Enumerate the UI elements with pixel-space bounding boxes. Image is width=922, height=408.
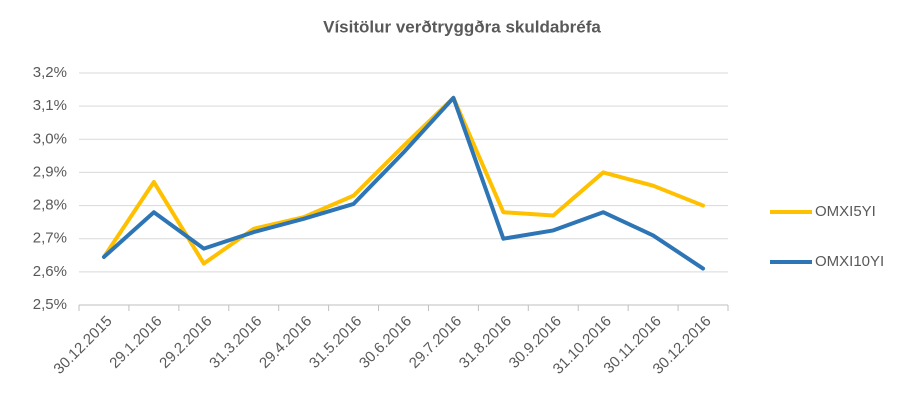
- x-tick-label: 29.4.2016: [256, 313, 315, 372]
- x-tick-label: 31.5.2016: [306, 313, 365, 372]
- y-tick-label: 2,9%: [33, 163, 67, 180]
- y-tick-label: 2,5%: [33, 296, 67, 313]
- x-tick-label: 31.8.2016: [456, 313, 515, 372]
- chart-title: Vísitölur verðtryggðra skuldabréfa: [323, 17, 601, 36]
- y-tick-label: 3,0%: [33, 130, 67, 147]
- series-line: [101, 95, 706, 266]
- y-tick-label: 2,7%: [33, 230, 67, 247]
- series-line: [101, 95, 706, 271]
- legend-label: OMXI5YI: [815, 203, 876, 220]
- x-tick-label: 29.2.2016: [156, 313, 215, 372]
- legend-label: OMXI10YI: [815, 253, 884, 270]
- x-tick-label: 30.6.2016: [356, 313, 415, 372]
- x-tick-label: 31.3.2016: [206, 313, 265, 372]
- y-tick-label: 2,8%: [33, 197, 67, 214]
- y-tick-label: 3,2%: [33, 64, 67, 81]
- y-tick-label: 2,6%: [33, 263, 67, 280]
- x-tick-label: 30.12.2015: [50, 313, 115, 378]
- y-tick-label: 3,1%: [33, 97, 67, 114]
- x-tick-label: 29.7.2016: [406, 313, 465, 372]
- x-tick-label: 29.1.2016: [106, 313, 165, 372]
